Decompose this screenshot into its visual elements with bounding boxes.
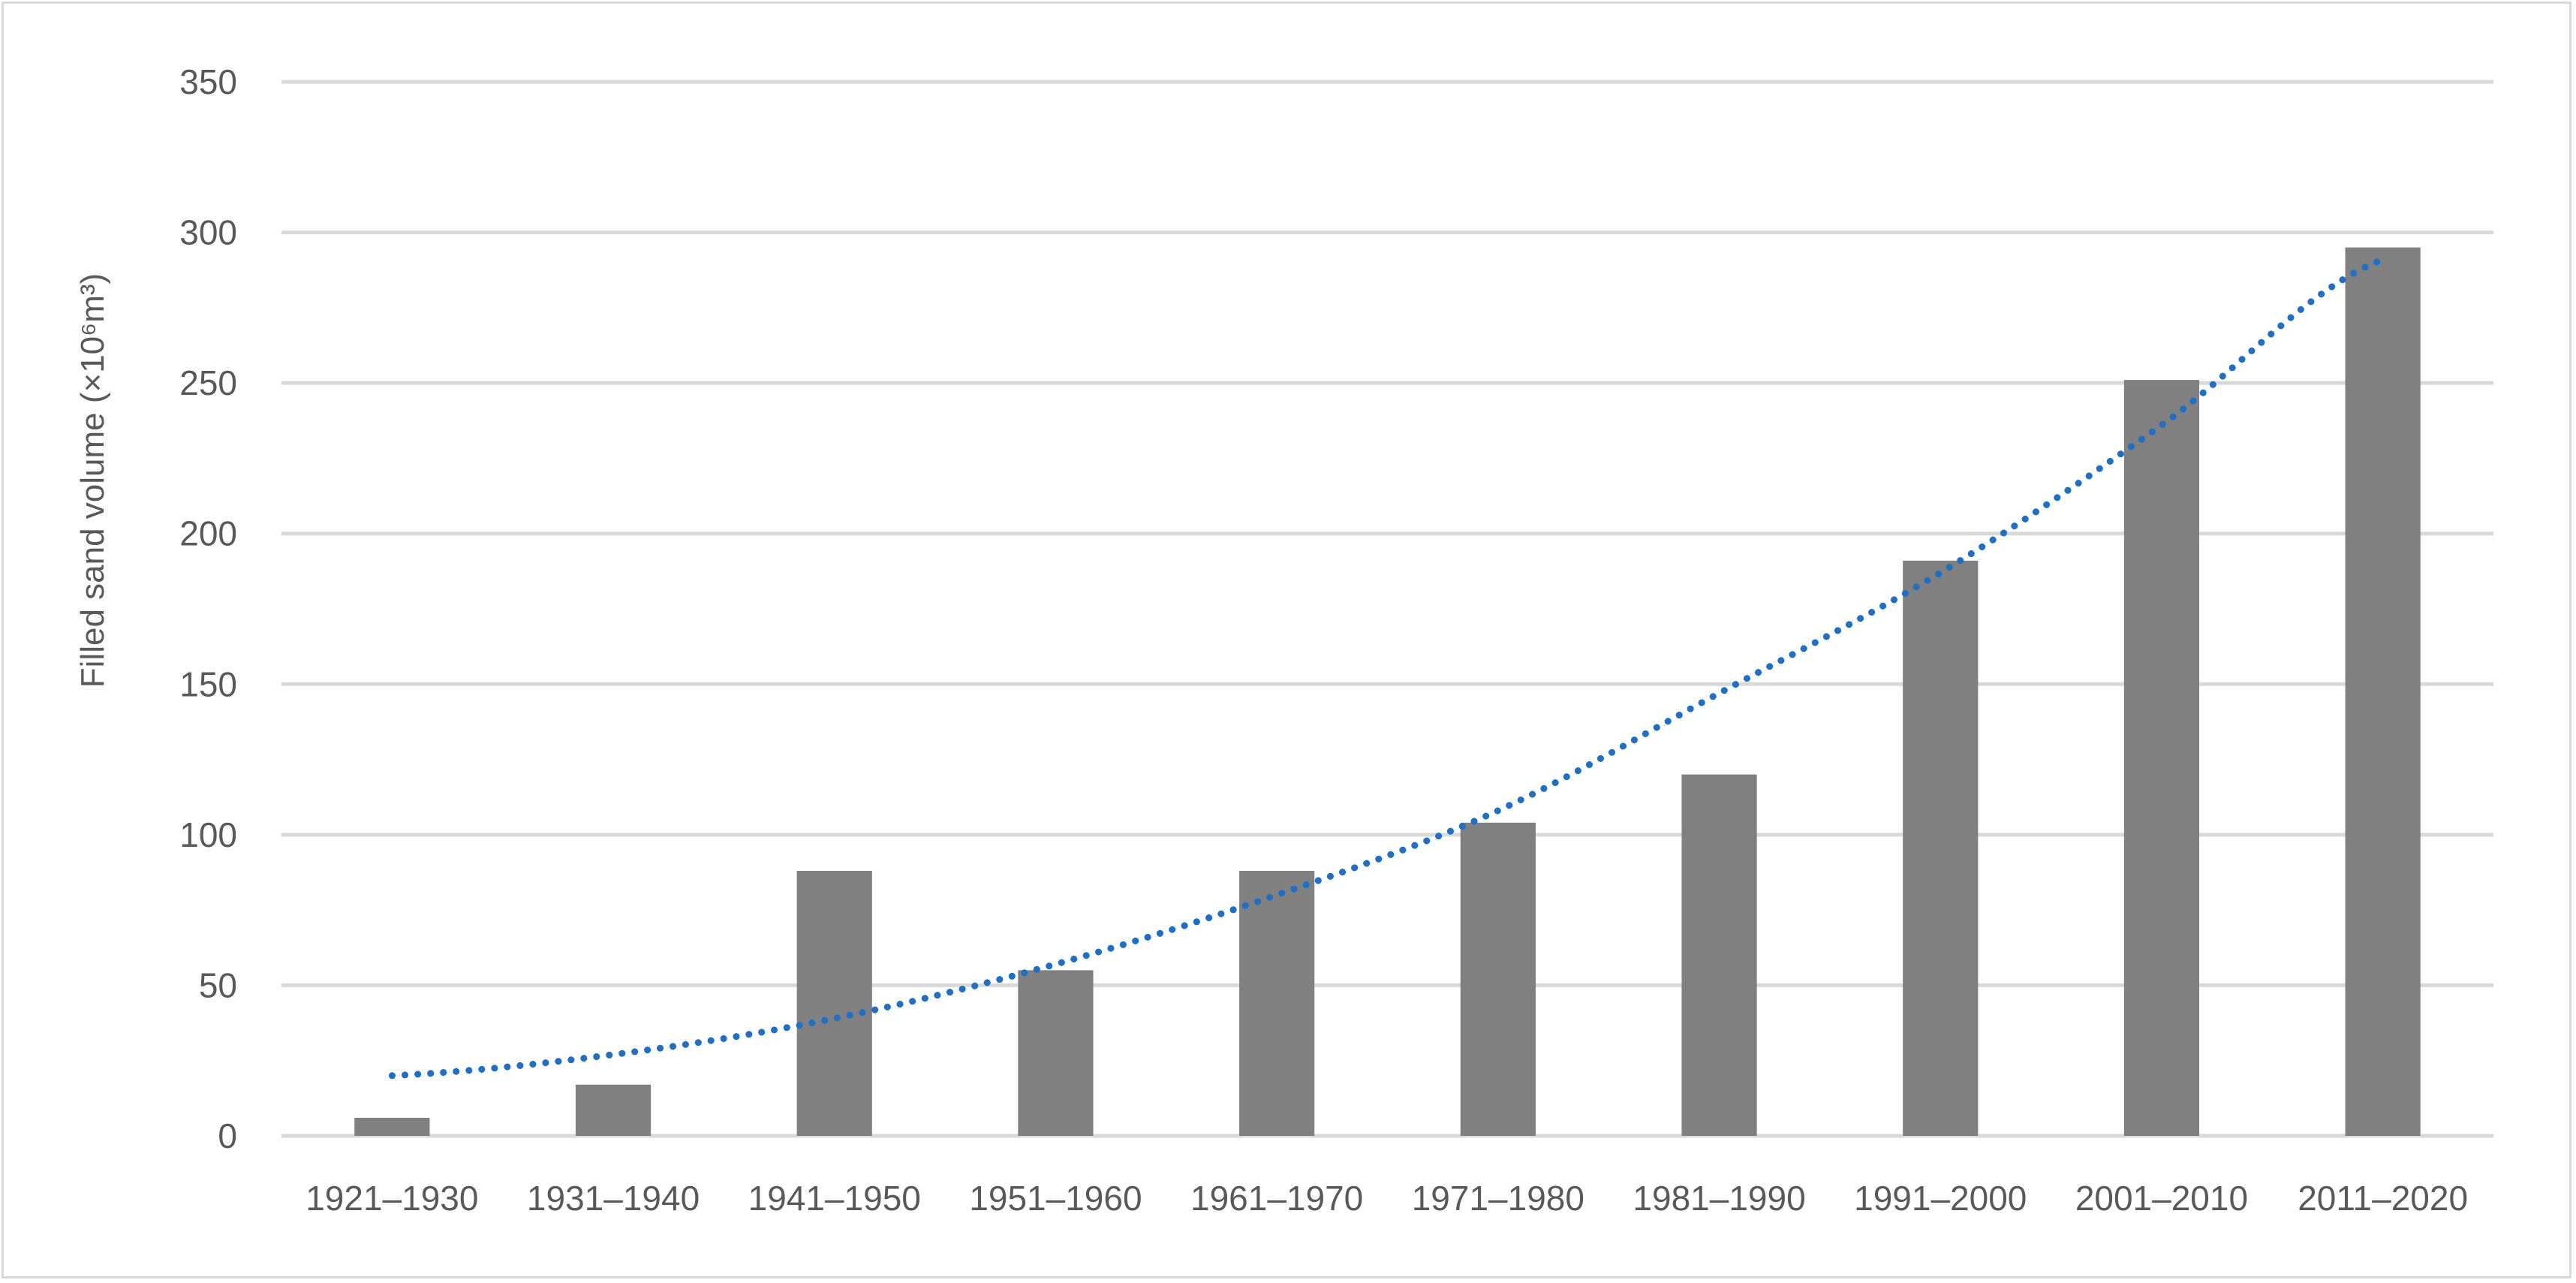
y-tick-label: 200: [179, 514, 237, 553]
y-tick-label: 300: [179, 213, 237, 252]
y-tick-label: 350: [179, 62, 237, 101]
x-tick-label: 1951–1960: [969, 1179, 1142, 1218]
x-tick-label: 1971–1980: [1412, 1179, 1584, 1218]
bar: [2123, 380, 2200, 1136]
trendline: [388, 256, 2387, 1080]
x-tick-label: 1991–2000: [1854, 1179, 2027, 1218]
bar: [1018, 970, 1094, 1136]
y-tick-label: 150: [179, 664, 237, 703]
trendline-path: [388, 256, 2387, 1080]
bar: [1903, 560, 1979, 1136]
bar: [796, 870, 872, 1136]
y-axis-title: Filled sand volume (×10⁶m³): [74, 273, 111, 688]
x-tick-label: 1931–1940: [527, 1179, 700, 1218]
bar: [354, 1117, 430, 1136]
bar: [1681, 774, 1757, 1136]
y-axis-ticks: 0 50 100 150 200 250 300 350: [179, 62, 237, 1155]
y-tick-label: 100: [179, 815, 237, 854]
y-tick-label: 50: [199, 965, 237, 1004]
x-tick-label: 1961–1970: [1190, 1179, 1363, 1218]
bars: [354, 247, 2421, 1137]
bar: [1460, 822, 1536, 1136]
x-tick-label: 1981–1990: [1633, 1179, 1805, 1218]
bar: [1239, 870, 1315, 1136]
x-axis-ticks: 1921–1930 1931–1940 1941–1950 1951–1960 1961…: [305, 1179, 2468, 1218]
x-tick-label: 1941–1950: [748, 1179, 921, 1218]
x-tick-label: 1921–1930: [305, 1179, 478, 1218]
y-tick-label: 250: [179, 363, 237, 402]
x-tick-label: 2001–2010: [2075, 1179, 2248, 1218]
bar: [575, 1084, 652, 1136]
x-tick-label: 2011–2020: [2298, 1179, 2468, 1218]
y-tick-label: 0: [218, 1116, 237, 1155]
bar: [2345, 247, 2421, 1137]
